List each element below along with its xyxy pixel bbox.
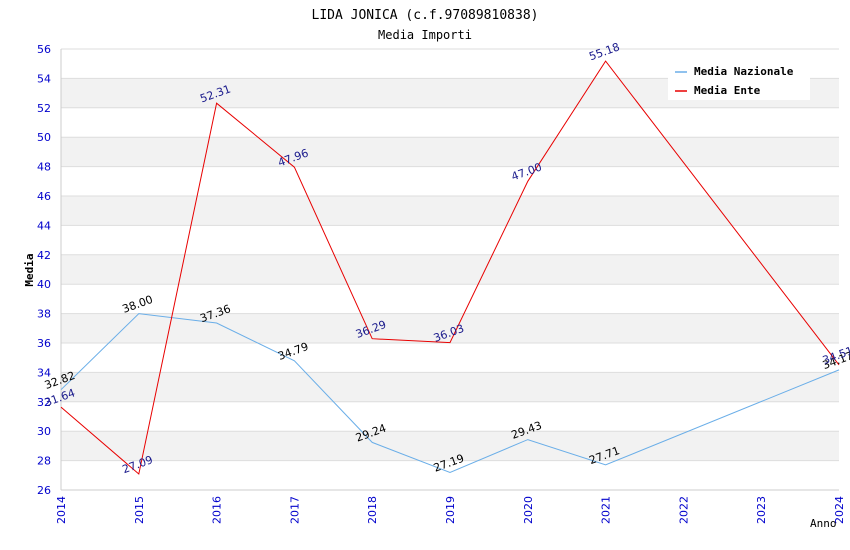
y-tick-label: 42 [37, 249, 51, 262]
series-line-media-ente [60, 60, 840, 475]
y-axis-title: Media [23, 253, 36, 286]
series-line-media-nazionale [60, 313, 840, 474]
y-tick-label: 36 [37, 337, 51, 350]
x-tick-label: 2015 [133, 496, 146, 524]
x-tick-label: 2024 [833, 496, 846, 524]
legend-item-media-ente: Media Ente [675, 84, 761, 97]
grid-band [61, 431, 839, 461]
y-tick-label: 28 [37, 455, 51, 468]
series-layer [60, 60, 840, 475]
y-tick-labels: 26 28 30 32 34 36 38 40 42 44 46 48 50 52 54 56 [37, 43, 51, 497]
x-tick-label: 2020 [522, 496, 535, 524]
y-tick-label: 40 [37, 278, 51, 291]
y-tick-label: 54 [37, 72, 51, 85]
legend-item-media-nazionale: Media Nazionale [675, 65, 794, 78]
legend-box [668, 60, 810, 100]
legend-label-media-nazionale: Media Nazionale [694, 65, 794, 78]
y-tick-label: 48 [37, 161, 51, 174]
y-tick-label: 30 [37, 425, 51, 438]
grid-band [61, 313, 839, 343]
y-tick-label: 32 [37, 396, 51, 409]
grid-lines [61, 48, 839, 491]
data-label-media-ente: 55.18 [587, 40, 621, 63]
x-tick-label: 2023 [755, 496, 768, 524]
y-tick-label: 56 [37, 43, 51, 56]
y-tick-label: 26 [37, 484, 51, 497]
y-tick-label: 44 [37, 219, 51, 232]
legend-label-media-ente: Media Ente [694, 84, 761, 97]
grid-band [61, 137, 839, 167]
data-label-media-nazionale: 38.00 [121, 293, 155, 316]
x-tick-label: 2016 [211, 496, 224, 524]
grid-band [61, 196, 839, 226]
y-tick-label: 50 [37, 131, 51, 144]
y-tick-label: 52 [37, 102, 51, 115]
x-axis-title: Anno [810, 517, 837, 530]
grid-band [61, 372, 839, 402]
x-tick-label: 2021 [600, 496, 613, 524]
x-tick-label: 2017 [288, 496, 301, 524]
x-tick-label: 2018 [366, 496, 379, 524]
background-bands [61, 78, 839, 461]
x-tick-label: 2014 [55, 496, 68, 524]
chart-title: LIDA JONICA (c.f.97089810838) [312, 8, 539, 23]
y-tick-label: 34 [37, 366, 51, 379]
x-tick-label: 2022 [677, 496, 690, 524]
legend: Media Nazionale Media Ente [668, 60, 810, 100]
y-tick-label: 46 [37, 190, 51, 203]
y-tick-label: 38 [37, 308, 51, 321]
grid-band [61, 254, 839, 285]
x-tick-label: 2019 [444, 496, 457, 524]
x-tick-labels: 2014 2015 2016 2017 2018 2019 2020 2021 2022 2023… [55, 496, 846, 524]
chart-subtitle: Media Importi [378, 28, 472, 42]
